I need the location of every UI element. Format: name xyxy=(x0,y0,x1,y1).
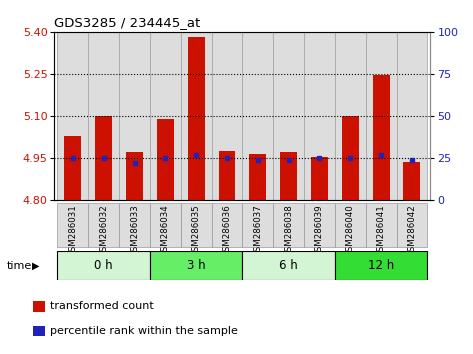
Bar xyxy=(88,32,119,200)
Bar xyxy=(181,32,211,200)
FancyBboxPatch shape xyxy=(150,251,243,280)
Text: GSM286036: GSM286036 xyxy=(222,205,231,257)
Text: 6 h: 6 h xyxy=(279,259,298,272)
Text: 0 h: 0 h xyxy=(95,259,113,272)
Text: GSM286031: GSM286031 xyxy=(69,205,78,257)
FancyBboxPatch shape xyxy=(335,251,427,280)
FancyBboxPatch shape xyxy=(150,203,181,247)
FancyBboxPatch shape xyxy=(58,251,150,280)
FancyBboxPatch shape xyxy=(243,203,273,247)
Text: percentile rank within the sample: percentile rank within the sample xyxy=(50,326,237,336)
Text: 3 h: 3 h xyxy=(187,259,205,272)
Bar xyxy=(335,32,366,200)
Bar xyxy=(119,32,150,200)
Bar xyxy=(150,32,181,200)
Text: GSM286034: GSM286034 xyxy=(161,205,170,257)
Bar xyxy=(157,119,174,200)
FancyBboxPatch shape xyxy=(273,203,304,247)
Text: GSM286040: GSM286040 xyxy=(346,205,355,257)
Text: GSM286042: GSM286042 xyxy=(407,205,416,257)
Bar xyxy=(366,32,396,200)
Text: GSM286037: GSM286037 xyxy=(254,205,263,257)
Bar xyxy=(304,32,335,200)
FancyBboxPatch shape xyxy=(366,203,396,247)
Text: time: time xyxy=(7,261,32,271)
Text: transformed count: transformed count xyxy=(50,301,153,311)
Text: GSM286039: GSM286039 xyxy=(315,205,324,257)
Bar xyxy=(243,32,273,200)
Text: GSM286038: GSM286038 xyxy=(284,205,293,257)
Bar xyxy=(342,116,359,200)
FancyBboxPatch shape xyxy=(181,203,211,247)
Bar xyxy=(188,38,205,200)
FancyBboxPatch shape xyxy=(211,203,243,247)
Bar xyxy=(126,152,143,200)
Text: GSM286035: GSM286035 xyxy=(192,205,201,257)
FancyBboxPatch shape xyxy=(58,203,88,247)
Text: GSM286032: GSM286032 xyxy=(99,205,108,257)
Bar xyxy=(249,154,266,200)
Bar xyxy=(219,151,236,200)
Bar xyxy=(64,136,81,200)
Bar xyxy=(280,152,297,200)
Bar xyxy=(58,32,88,200)
FancyBboxPatch shape xyxy=(335,203,366,247)
FancyBboxPatch shape xyxy=(119,203,150,247)
Text: 12 h: 12 h xyxy=(368,259,394,272)
FancyBboxPatch shape xyxy=(88,203,119,247)
Text: GSM286041: GSM286041 xyxy=(377,205,385,257)
Bar xyxy=(396,32,427,200)
FancyBboxPatch shape xyxy=(396,203,427,247)
Bar xyxy=(273,32,304,200)
Bar xyxy=(95,116,112,200)
Text: ▶: ▶ xyxy=(32,261,40,271)
Text: GSM286033: GSM286033 xyxy=(130,205,139,257)
FancyBboxPatch shape xyxy=(243,251,335,280)
Bar xyxy=(211,32,243,200)
Bar xyxy=(311,157,328,200)
Text: GDS3285 / 234445_at: GDS3285 / 234445_at xyxy=(54,16,201,29)
FancyBboxPatch shape xyxy=(304,203,335,247)
Bar xyxy=(403,162,420,200)
Bar xyxy=(373,75,390,200)
